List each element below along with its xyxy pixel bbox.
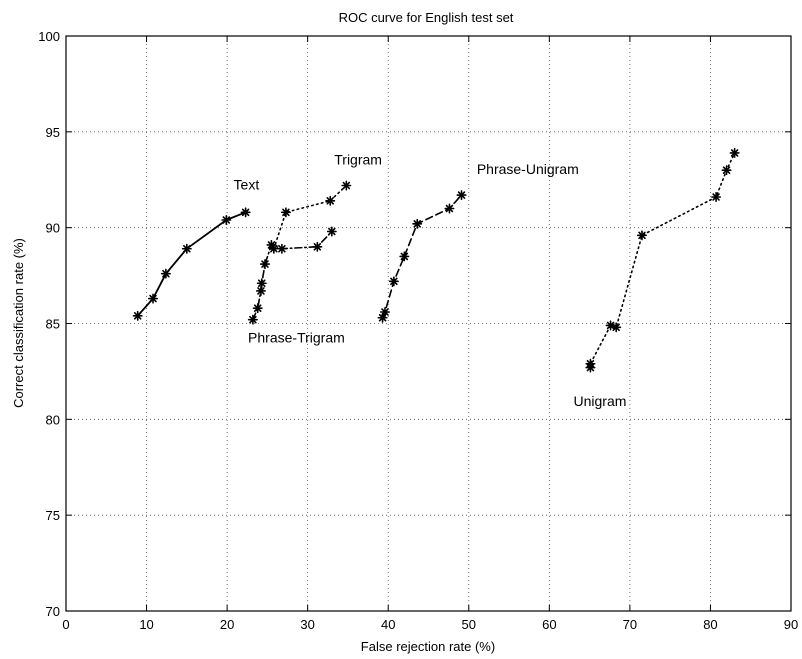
data-markers bbox=[132, 147, 740, 373]
data-point-phrase-trigram bbox=[256, 278, 267, 289]
x-tick-label: 0 bbox=[62, 617, 69, 632]
x-tick-label: 90 bbox=[784, 617, 798, 632]
data-point-trigram bbox=[325, 195, 336, 206]
y-tick-labels: 70 75 80 85 90 95 100 bbox=[38, 29, 60, 619]
series-label-text: Text bbox=[234, 176, 260, 192]
y-tick-label: 75 bbox=[46, 508, 60, 523]
y-tick-label: 100 bbox=[38, 29, 60, 44]
y-tick-label: 85 bbox=[46, 317, 60, 332]
data-point-text bbox=[221, 215, 232, 225]
series-label-phrase-unigram: Phrase-Unigram bbox=[477, 161, 579, 177]
x-tick-label: 70 bbox=[623, 617, 637, 632]
data-point-text bbox=[181, 243, 192, 254]
x-axis-label: False rejection rate (%) bbox=[361, 639, 495, 654]
series-line-trigram bbox=[272, 184, 348, 250]
data-point-phrase-trigram bbox=[312, 241, 323, 252]
series-labels: Text Trigram Phrase-Trigram Phrase-Unigram U… bbox=[234, 151, 627, 409]
grid-lines bbox=[66, 36, 791, 611]
series-label-unigram: Unigram bbox=[574, 393, 627, 409]
data-point-phrase-unigram bbox=[444, 203, 455, 214]
series-line-phrase-trigram bbox=[252, 230, 333, 321]
data-point-phrase-trigram bbox=[247, 314, 258, 325]
data-point-unigram bbox=[729, 147, 740, 158]
x-tick-label: 40 bbox=[381, 617, 395, 632]
series-line-unigram bbox=[589, 152, 736, 369]
x-tick-label: 10 bbox=[139, 617, 153, 632]
x-tick-labels: 0 10 20 30 40 50 60 70 80 90 bbox=[62, 617, 798, 632]
data-point-phrase-unigram bbox=[456, 190, 467, 201]
series-label-phrase-trigram: Phrase-Trigram bbox=[248, 330, 345, 346]
x-tick-label: 20 bbox=[220, 617, 234, 632]
x-tick-label: 50 bbox=[462, 617, 476, 632]
data-point-trigram bbox=[341, 180, 352, 191]
data-point-text bbox=[148, 293, 158, 304]
data-point-text bbox=[132, 310, 143, 321]
data-point-phrase-trigram bbox=[276, 243, 287, 254]
data-point-unigram bbox=[611, 322, 622, 333]
x-tick-label: 30 bbox=[300, 617, 314, 632]
data-point-phrase-trigram bbox=[252, 303, 263, 314]
y-tick-label: 90 bbox=[46, 221, 60, 236]
data-point-text bbox=[240, 207, 251, 218]
data-point-phrase-unigram bbox=[412, 218, 423, 229]
x-tick-label: 60 bbox=[542, 617, 556, 632]
axis-ticks bbox=[65, 35, 792, 612]
y-axis-label: Correct classification rate (%) bbox=[11, 238, 26, 408]
chart-title: ROC curve for English test set bbox=[339, 10, 514, 25]
data-point-text bbox=[160, 268, 171, 279]
data-point-phrase-trigram bbox=[259, 259, 270, 270]
x-tick-label: 80 bbox=[703, 617, 717, 632]
y-tick-label: 95 bbox=[46, 125, 60, 140]
data-point-trigram bbox=[280, 207, 291, 218]
data-point-phrase-trigram bbox=[326, 226, 337, 237]
data-point-unigram bbox=[585, 358, 596, 369]
data-point-unigram bbox=[721, 165, 732, 176]
data-point-unigram bbox=[636, 230, 647, 241]
y-tick-label: 80 bbox=[46, 412, 60, 427]
data-point-phrase-unigram bbox=[379, 306, 391, 318]
data-point-phrase-unigram bbox=[399, 251, 410, 262]
data-point-unigram bbox=[711, 192, 722, 202]
data-point-phrase-trigram bbox=[255, 285, 266, 296]
data-point-phrase-trigram bbox=[266, 239, 277, 250]
series-label-trigram: Trigram bbox=[334, 151, 382, 167]
y-tick-label: 70 bbox=[46, 604, 60, 619]
series-line-phrase-unigram bbox=[381, 194, 463, 319]
data-point-phrase-unigram bbox=[388, 276, 399, 287]
